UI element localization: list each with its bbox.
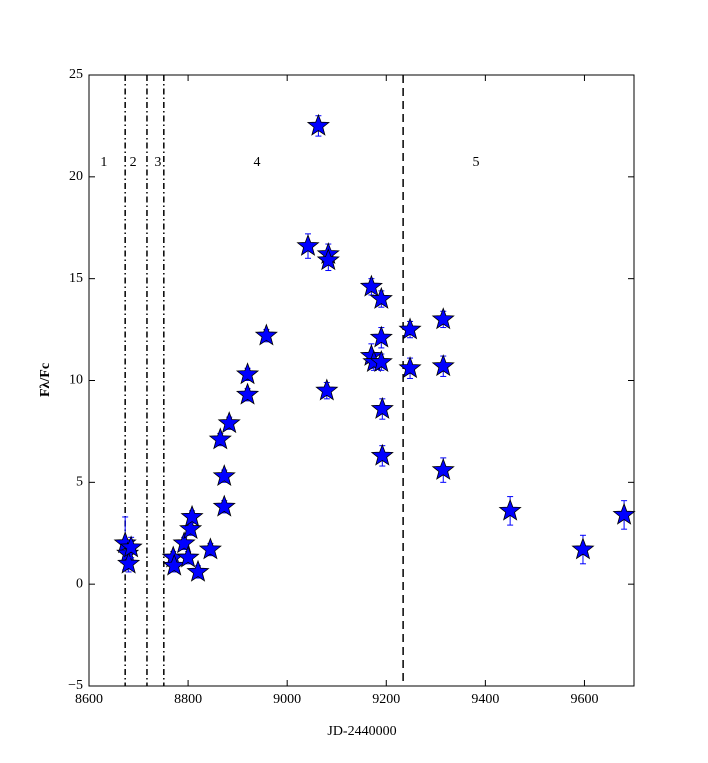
point [498, 498, 522, 521]
y-tick-label: 10 [69, 373, 83, 388]
x-tick-label: 8600 [75, 692, 103, 707]
x-tick-label: 9400 [471, 692, 499, 707]
point [398, 317, 422, 340]
y-tick-label: 15 [69, 271, 83, 286]
point [571, 537, 595, 560]
point [369, 325, 393, 348]
region-label: 2 [130, 155, 137, 170]
y-tick-label: 0 [76, 576, 83, 591]
y-tick-label: −5 [68, 678, 83, 693]
point [172, 531, 196, 554]
point [369, 350, 393, 372]
x-tick-label: 9200 [372, 692, 400, 707]
point [198, 537, 222, 560]
region-label: 5 [472, 155, 479, 170]
x-tick-label: 9000 [273, 692, 301, 707]
point [235, 382, 260, 405]
point [212, 464, 236, 487]
y-tick-label: 20 [69, 169, 83, 184]
point [296, 233, 320, 256]
region-label: 4 [253, 155, 260, 170]
point [431, 457, 455, 480]
point [306, 113, 330, 136]
point [612, 502, 636, 525]
region-label: 1 [100, 155, 107, 170]
point [162, 553, 186, 576]
x-tick-label: 9600 [570, 692, 598, 707]
point [235, 362, 260, 385]
point [370, 443, 394, 466]
point [208, 427, 232, 450]
point [370, 396, 394, 419]
y-axis-label: Fλ/Fc [38, 363, 53, 397]
plot-frame [88, 74, 635, 687]
point [431, 307, 455, 330]
point [180, 504, 204, 527]
point [431, 354, 455, 377]
point [316, 248, 340, 271]
region-label: 3 [154, 155, 161, 170]
y-tick-label: 25 [69, 67, 83, 82]
y-tick-label: 5 [76, 475, 83, 490]
point [315, 378, 339, 401]
x-tick-label: 8800 [174, 692, 202, 707]
point [254, 323, 278, 346]
point [176, 545, 200, 568]
point [359, 274, 383, 297]
point [398, 356, 422, 379]
x-axis-label: JD-2440000 [327, 724, 396, 739]
point [186, 559, 210, 582]
point [119, 535, 143, 558]
point [369, 286, 393, 309]
point [117, 551, 141, 574]
point [217, 411, 241, 434]
point [212, 494, 236, 517]
